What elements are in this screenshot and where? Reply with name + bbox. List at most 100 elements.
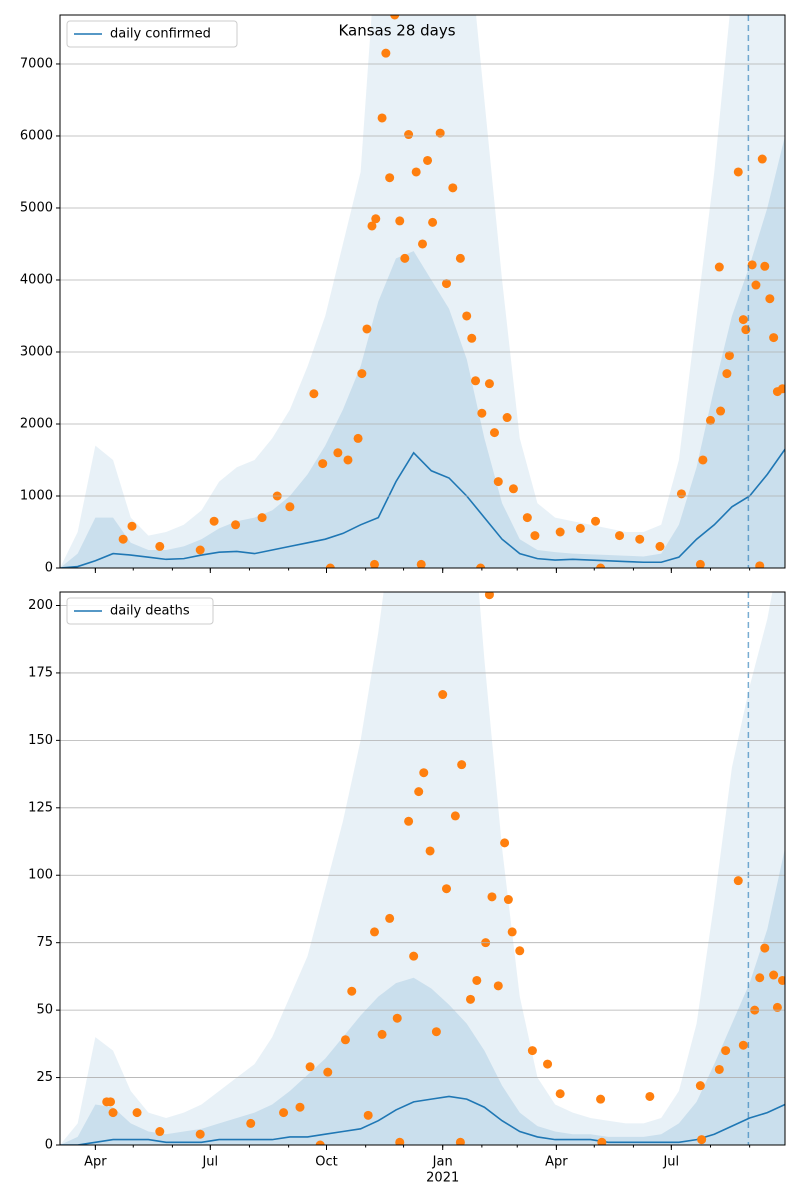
observation-dot (441, 884, 451, 894)
observation-dot (714, 262, 724, 272)
observation-dot (343, 455, 353, 465)
observation-dot (769, 970, 779, 980)
observation-dot (370, 559, 380, 568)
observation-dot (390, 15, 400, 20)
observation-dot (414, 787, 424, 797)
observation-dot (522, 513, 532, 523)
observation-dot (765, 294, 775, 304)
chart-title: Kansas 28 days (338, 22, 455, 40)
observation-dot (676, 489, 686, 499)
observation-dot (340, 1035, 350, 1045)
observation-dot (257, 513, 267, 523)
observation-dot (477, 408, 487, 418)
observation-dot (591, 516, 601, 526)
observation-dot (323, 1067, 333, 1077)
y-tick-label: 2000 (20, 416, 53, 431)
observation-dot (195, 1129, 205, 1139)
observation-dot (455, 1137, 465, 1145)
observation-dot (392, 1013, 402, 1023)
observation-dot (395, 1137, 405, 1145)
observation-dot (738, 1040, 748, 1050)
observation-dot (777, 975, 785, 985)
observation-dot (755, 973, 765, 983)
y-tick-label: 100 (28, 868, 53, 883)
observation-dot (755, 561, 765, 568)
observation-dot (435, 128, 445, 138)
observation-dot (777, 384, 785, 394)
observation-dot (377, 1029, 387, 1039)
y-tick-label: 200 (28, 598, 53, 613)
x-tick-label: Apr (545, 1155, 568, 1170)
observation-dot (738, 315, 748, 325)
x-tick-label: Jul (201, 1155, 218, 1170)
band (60, 848, 785, 1145)
y-tick-label: 25 (36, 1070, 53, 1085)
observation-dot (615, 531, 625, 541)
y-tick-label: 125 (28, 800, 53, 815)
y-tick-label: 6000 (20, 128, 53, 143)
y-tick-label: 3000 (20, 344, 53, 359)
band (60, 15, 785, 568)
y-tick-label: 4000 (20, 272, 53, 287)
band (60, 592, 785, 1145)
observation-dot (502, 413, 512, 423)
observation-dot (733, 876, 743, 886)
observation-dot (279, 1108, 289, 1118)
plot-area (60, 15, 785, 568)
observation-dot (472, 975, 482, 985)
observation-dot (462, 311, 472, 321)
legend-box (66, 20, 238, 48)
observation-dot (400, 253, 410, 263)
observation-dot (596, 563, 606, 568)
observation-dot (370, 927, 380, 937)
observation-dot (395, 216, 405, 226)
x-tick-label: Jul (662, 1155, 679, 1170)
observation-dot (575, 523, 585, 533)
observation-dot (515, 946, 525, 956)
observation-dot (722, 369, 732, 379)
observation-dot (419, 768, 429, 778)
observation-dot (295, 1102, 305, 1112)
observation-dot (760, 261, 770, 271)
observation-dot (760, 943, 770, 953)
observation-dot (698, 455, 708, 465)
observation-dot (305, 1062, 315, 1072)
observation-dot (645, 1091, 655, 1101)
observation-dot (315, 1140, 325, 1145)
observation-dot (457, 760, 467, 770)
observation-dot (385, 173, 395, 183)
observation-dot (467, 333, 477, 343)
x-tick-label: Oct (315, 1155, 337, 1170)
observation-dot (404, 130, 414, 140)
observation-dot (438, 690, 448, 700)
y-tick-label: 175 (28, 665, 53, 680)
observation-dot (416, 559, 426, 568)
legend-box (66, 597, 214, 625)
series-line (60, 1095, 785, 1145)
observation-dot (118, 534, 128, 544)
observation-dot (318, 459, 328, 469)
observation-dot (385, 913, 395, 923)
observation-dot (423, 155, 433, 165)
observation-dot (450, 811, 460, 821)
observation-dot (418, 239, 427, 249)
observation-dot (493, 477, 503, 487)
legend-label: daily confirmed (110, 27, 211, 42)
observation-dot (751, 280, 761, 290)
observation-dot (714, 1064, 724, 1074)
observation-dot (362, 324, 372, 334)
observation-dot (246, 1118, 256, 1128)
observation-dot (489, 428, 499, 438)
observation-dot (357, 369, 367, 379)
observation-dot (411, 167, 421, 177)
observation-dot (655, 541, 665, 551)
observation-dot (127, 521, 137, 531)
observation-dot (724, 351, 734, 361)
observation-dot (325, 563, 335, 568)
observation-dot (155, 1127, 165, 1137)
observation-dot (721, 1046, 731, 1056)
observation-dot (757, 154, 767, 164)
observation-dot (697, 1135, 707, 1145)
observation-dot (503, 895, 513, 905)
